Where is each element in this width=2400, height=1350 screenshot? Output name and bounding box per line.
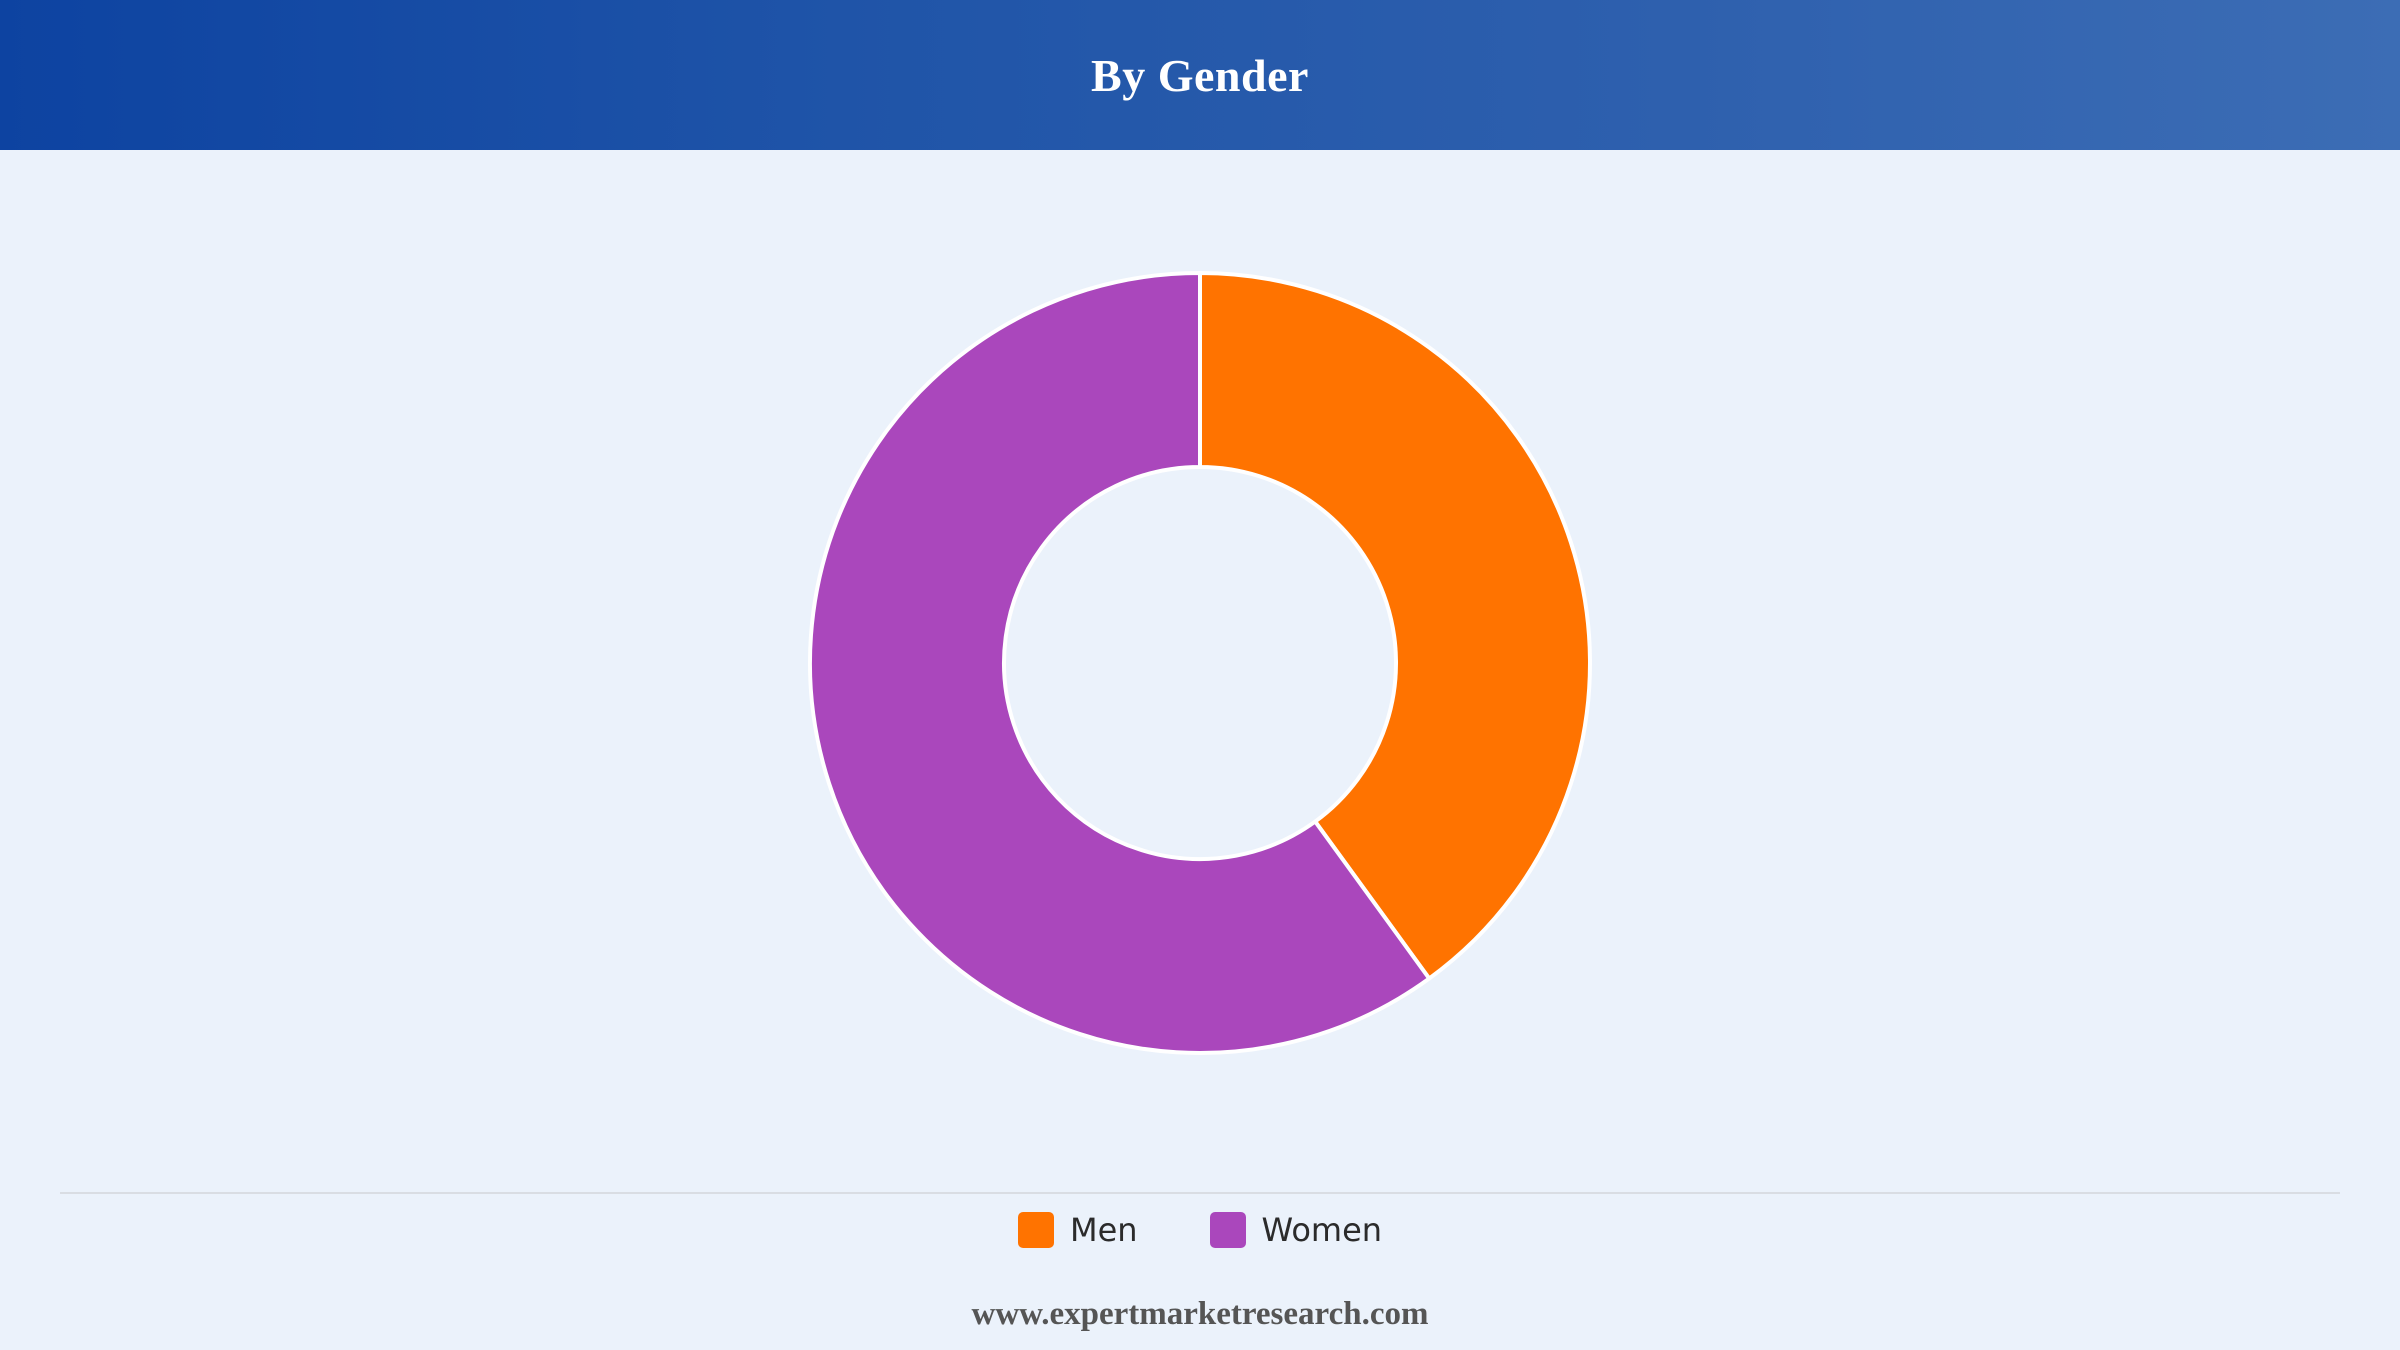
legend-label-men: Men (1069, 1211, 1138, 1249)
donut-slice-men[interactable] (1198, 271, 1592, 981)
donut-chart (808, 271, 1592, 1055)
chart-title: By Gender (1091, 49, 1309, 101)
source-url[interactable]: www.expertmarketresearch.com (971, 1296, 1429, 1332)
donut-slice-women[interactable] (808, 271, 1432, 1055)
legend-swatch-men (1017, 1212, 1054, 1248)
legend-item-men[interactable]: Men (1017, 1211, 1138, 1249)
chart-header: By Gender (0, 0, 2400, 150)
legend-swatch-women (1209, 1212, 1246, 1248)
chart-area (0, 150, 2400, 1190)
legend: Men Women (0, 1205, 2400, 1255)
legend-item-women[interactable]: Women (1209, 1211, 1383, 1249)
legend-label-women: Women (1261, 1211, 1383, 1249)
legend-divider (60, 1192, 2340, 1194)
